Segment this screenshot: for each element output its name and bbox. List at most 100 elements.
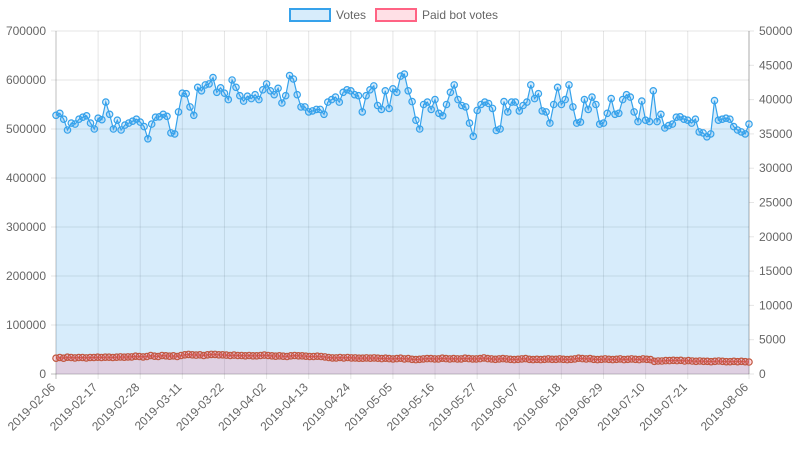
- data-point-votes[interactable]: [159, 110, 168, 119]
- data-point-votes[interactable]: [400, 70, 409, 78]
- data-point-votes[interactable]: [676, 113, 684, 121]
- data-point-votes[interactable]: [461, 103, 470, 111]
- data-point-votes[interactable]: [98, 115, 106, 124]
- data-point-votes[interactable]: [710, 96, 719, 105]
- data-point-votes[interactable]: [316, 105, 325, 114]
- data-point-votes[interactable]: [657, 110, 665, 119]
- data-point-votes[interactable]: [500, 97, 508, 106]
- data-point-votes[interactable]: [492, 126, 501, 135]
- data-point-votes[interactable]: [477, 100, 485, 109]
- data-point-votes[interactable]: [442, 100, 451, 109]
- data-point-votes[interactable]: [369, 82, 378, 90]
- data-point-votes[interactable]: [270, 90, 279, 99]
- data-point-votes[interactable]: [404, 87, 413, 95]
- data-point-votes[interactable]: [484, 99, 493, 108]
- data-point-votes[interactable]: [427, 105, 436, 114]
- data-point-votes[interactable]: [186, 103, 194, 111]
- data-point-votes[interactable]: [354, 91, 363, 100]
- data-point-votes[interactable]: [124, 119, 133, 127]
- data-point-votes[interactable]: [446, 88, 455, 97]
- data-point-votes[interactable]: [55, 109, 64, 118]
- data-point-paid-bot-votes[interactable]: [74, 353, 83, 362]
- data-point-paid-bot-votes[interactable]: [234, 351, 242, 360]
- data-point-votes[interactable]: [190, 111, 198, 120]
- data-point-votes[interactable]: [465, 119, 474, 127]
- data-point-votes[interactable]: [741, 130, 750, 138]
- data-point-paid-bot-votes[interactable]: [249, 351, 257, 360]
- data-point-votes[interactable]: [630, 108, 638, 116]
- data-point-votes[interactable]: [255, 95, 263, 104]
- data-point-votes[interactable]: [599, 119, 608, 127]
- data-point-votes[interactable]: [580, 95, 589, 104]
- data-point-votes[interactable]: [147, 120, 156, 128]
- data-point-paid-bot-votes[interactable]: [101, 353, 110, 362]
- data-point-paid-bot-votes[interactable]: [654, 357, 662, 365]
- data-point-votes[interactable]: [496, 125, 504, 133]
- data-point-votes[interactable]: [327, 95, 336, 104]
- data-point-votes[interactable]: [52, 111, 60, 120]
- data-point-paid-bot-votes[interactable]: [453, 355, 462, 363]
- data-point-votes[interactable]: [335, 98, 344, 106]
- data-point-votes[interactable]: [174, 108, 183, 116]
- data-point-votes[interactable]: [419, 100, 428, 109]
- data-point-votes[interactable]: [105, 110, 114, 119]
- data-point-votes[interactable]: [733, 126, 742, 134]
- data-point-votes[interactable]: [706, 130, 715, 138]
- data-point-votes[interactable]: [438, 112, 447, 120]
- data-point-votes[interactable]: [232, 83, 240, 92]
- data-point-votes[interactable]: [526, 81, 535, 89]
- data-point-votes[interactable]: [392, 88, 401, 97]
- data-point-votes[interactable]: [664, 121, 673, 130]
- data-point-votes[interactable]: [323, 98, 332, 106]
- data-point-votes[interactable]: [205, 80, 213, 88]
- data-point-votes[interactable]: [258, 86, 267, 94]
- data-point-votes[interactable]: [549, 100, 558, 109]
- data-point-votes[interactable]: [649, 87, 658, 95]
- data-point-votes[interactable]: [90, 125, 99, 133]
- data-point-votes[interactable]: [377, 105, 386, 114]
- data-point-votes[interactable]: [626, 93, 635, 101]
- data-point-votes[interactable]: [523, 98, 531, 106]
- data-point-votes[interactable]: [469, 132, 478, 141]
- data-point-votes[interactable]: [109, 125, 118, 133]
- data-point-votes[interactable]: [542, 108, 550, 116]
- data-point-votes[interactable]: [726, 115, 734, 124]
- data-point-votes[interactable]: [396, 72, 405, 80]
- data-point-votes[interactable]: [546, 119, 554, 127]
- data-point-votes[interactable]: [622, 90, 631, 99]
- data-point-votes[interactable]: [423, 98, 432, 106]
- data-point-votes[interactable]: [614, 109, 623, 118]
- data-point-votes[interactable]: [358, 108, 367, 116]
- data-point-votes[interactable]: [408, 97, 416, 106]
- data-point-votes[interactable]: [163, 112, 171, 121]
- legend-item-paid-bot-votes[interactable]: Paid bot votes: [375, 8, 498, 22]
- data-point-votes[interactable]: [584, 105, 593, 114]
- data-point-votes[interactable]: [86, 119, 95, 127]
- data-point-votes[interactable]: [251, 90, 259, 99]
- data-point-votes[interactable]: [59, 115, 68, 124]
- data-point-votes[interactable]: [737, 128, 746, 136]
- data-point-votes[interactable]: [236, 91, 244, 100]
- data-point-paid-bot-votes[interactable]: [745, 358, 753, 366]
- data-point-votes[interactable]: [454, 95, 462, 104]
- data-point-votes[interactable]: [75, 115, 83, 124]
- data-point-votes[interactable]: [488, 104, 497, 113]
- data-point-votes[interactable]: [102, 98, 110, 106]
- data-point-votes[interactable]: [243, 92, 252, 101]
- data-point-votes[interactable]: [293, 90, 302, 99]
- data-point-votes[interactable]: [82, 112, 91, 120]
- data-point-votes[interactable]: [117, 126, 125, 134]
- data-point-votes[interactable]: [511, 98, 520, 106]
- data-point-votes[interactable]: [569, 103, 577, 111]
- data-point-votes[interactable]: [209, 73, 217, 82]
- data-point-votes[interactable]: [182, 89, 191, 98]
- data-point-votes[interactable]: [144, 135, 152, 143]
- data-point-votes[interactable]: [668, 120, 677, 128]
- data-point-votes[interactable]: [224, 95, 233, 104]
- data-point-votes[interactable]: [637, 97, 646, 105]
- data-point-votes[interactable]: [592, 100, 600, 109]
- data-point-votes[interactable]: [435, 109, 443, 118]
- data-point-votes[interactable]: [618, 95, 627, 104]
- data-point-votes[interactable]: [515, 107, 524, 115]
- data-point-votes[interactable]: [565, 81, 573, 89]
